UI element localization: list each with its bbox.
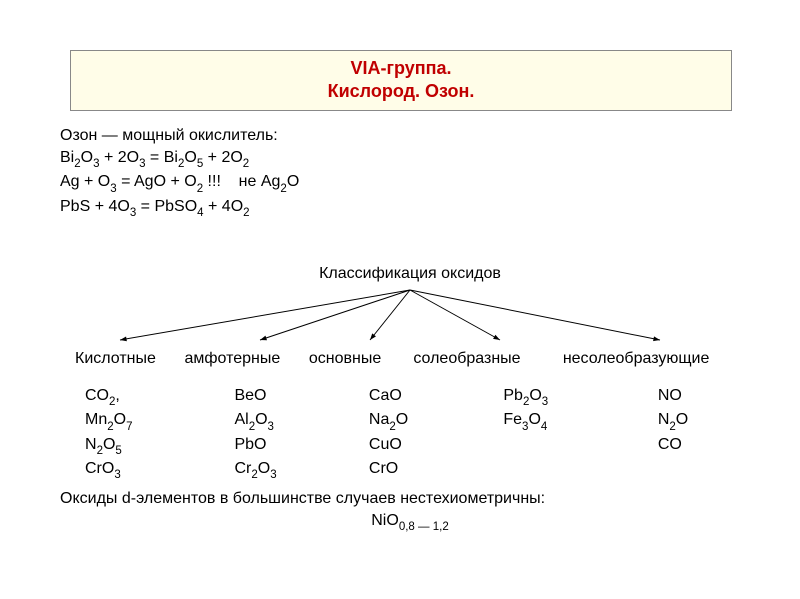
diagram-arrows — [60, 285, 760, 345]
oxide-cell: Na2O — [369, 409, 499, 433]
oxide-cell: Al2O3 — [234, 409, 364, 433]
oxide-cell: Fe3O4 — [503, 409, 653, 433]
oxide-cell: Cr2O3 — [234, 458, 364, 482]
oxide-cell: N2O — [658, 409, 758, 433]
oxide-row-3: N2O5 PbO CuO CO — [60, 434, 760, 458]
oxide-cell: CrO3 — [85, 458, 230, 482]
oxide-row-1: CO2, BeO CaO Pb2O3 NO — [60, 385, 760, 409]
oxide-cell: CuO — [369, 434, 499, 456]
oxide-cell: N2O5 — [85, 434, 230, 458]
title-line-1: VIА-группа. — [71, 57, 731, 80]
cat-non-salt: несолеобразующие — [563, 350, 710, 368]
footer-block: Оксиды d-элементов в большинстве случаев… — [60, 488, 760, 534]
oxide-cell: CO — [658, 434, 758, 456]
title-box: VIА-группа. Кислород. Озон. — [70, 50, 732, 111]
oxide-cell: CaO — [369, 385, 499, 407]
equation-1: Bi2O3 + 2O3 = Bi2O5 + 2O2 — [60, 147, 760, 172]
cat-amphoteric: амфотерные — [184, 350, 304, 368]
oxide-cell: Pb2O3 — [503, 385, 653, 409]
classification-diagram: Классификация оксидов — [60, 265, 760, 345]
oxide-cell: NO — [658, 385, 758, 407]
oxide-row-4: CrO3 Cr2O3 CrO — [60, 458, 760, 482]
categories-row: Кислотные амфотерные основные солеобразн… — [60, 350, 760, 368]
cat-acidic: Кислотные — [75, 350, 180, 368]
oxide-cell: PbO — [234, 434, 364, 456]
cat-salt-like: солеобразные — [413, 350, 558, 368]
footer-line-1: Оксиды d-элементов в большинстве случаев… — [60, 488, 760, 510]
intro-block: Озон — мощный окислитель: Bi2O3 + 2O3 = … — [60, 125, 760, 221]
oxide-cell: CrO — [369, 458, 499, 480]
equation-2: Ag + O3 = AgO + O2 !!! не Ag2O — [60, 171, 760, 196]
footer-formula: NiO0,8 — 1,2 — [60, 510, 760, 535]
oxide-cell: Mn2O7 — [85, 409, 230, 433]
intro-line: Озон — мощный окислитель: — [60, 125, 760, 147]
oxide-row-2: Mn2O7 Al2O3 Na2O Fe3O4 N2O — [60, 409, 760, 433]
oxide-cell: BeO — [234, 385, 364, 407]
diagram-title: Классификация оксидов — [60, 265, 760, 283]
oxides-table: CO2, BeO CaO Pb2O3 NO Mn2O7 Al2O3 Na2O F… — [60, 385, 760, 482]
title-line-2: Кислород. Озон. — [71, 80, 731, 103]
equation-3: PbS + 4O3 = PbSO4 + 4O2 — [60, 196, 760, 221]
cat-basic: основные — [309, 350, 409, 368]
oxide-cell: CO2, — [85, 385, 230, 409]
